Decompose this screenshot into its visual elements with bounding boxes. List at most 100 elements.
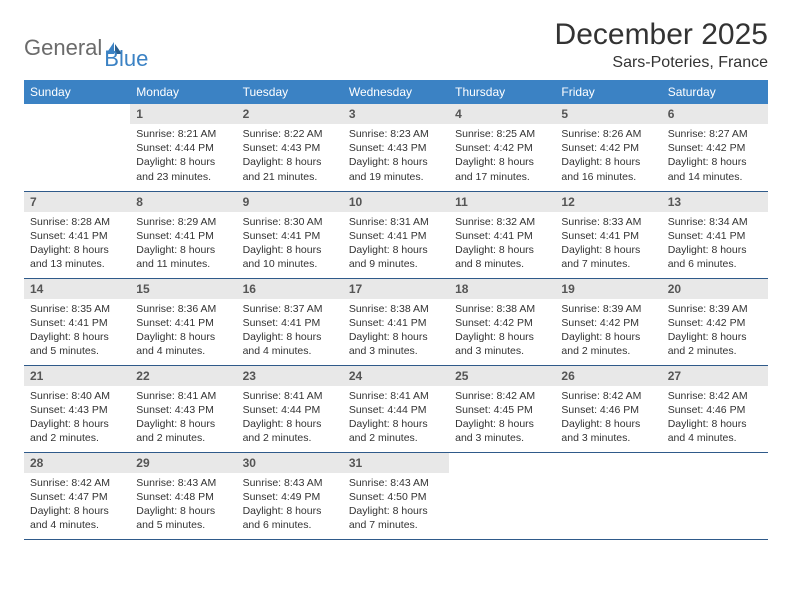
sunrise-text: Sunrise: 8:30 AM: [243, 215, 337, 229]
daylight-text: Daylight: 8 hours and 8 minutes.: [455, 243, 549, 271]
sunrise-text: Sunrise: 8:39 AM: [561, 302, 655, 316]
daylight-text: Daylight: 8 hours and 6 minutes.: [668, 243, 762, 271]
day-details: Sunrise: 8:23 AMSunset: 4:43 PMDaylight:…: [343, 124, 449, 188]
calendar-week-row: 28Sunrise: 8:42 AMSunset: 4:47 PMDayligh…: [24, 452, 768, 539]
day-details: Sunrise: 8:39 AMSunset: 4:42 PMDaylight:…: [662, 299, 768, 363]
daylight-text: Daylight: 8 hours and 19 minutes.: [349, 155, 443, 183]
sunrise-text: Sunrise: 8:22 AM: [243, 127, 337, 141]
sunset-text: Sunset: 4:41 PM: [243, 316, 337, 330]
weekday-header: Sunday: [24, 80, 130, 104]
day-number: 30: [237, 453, 343, 473]
day-details: Sunrise: 8:42 AMSunset: 4:46 PMDaylight:…: [662, 386, 768, 450]
sunset-text: Sunset: 4:43 PM: [30, 403, 124, 417]
calendar-day-cell: 13Sunrise: 8:34 AMSunset: 4:41 PMDayligh…: [662, 191, 768, 278]
calendar-day-cell: 4Sunrise: 8:25 AMSunset: 4:42 PMDaylight…: [449, 104, 555, 191]
calendar-day-cell: 6Sunrise: 8:27 AMSunset: 4:42 PMDaylight…: [662, 104, 768, 191]
sunrise-text: Sunrise: 8:36 AM: [136, 302, 230, 316]
calendar-day-cell: [449, 452, 555, 539]
day-number: 18: [449, 279, 555, 299]
daylight-text: Daylight: 8 hours and 2 minutes.: [243, 417, 337, 445]
day-number: 19: [555, 279, 661, 299]
sunset-text: Sunset: 4:41 PM: [668, 229, 762, 243]
daylight-text: Daylight: 8 hours and 7 minutes.: [349, 504, 443, 532]
calendar-day-cell: 9Sunrise: 8:30 AMSunset: 4:41 PMDaylight…: [237, 191, 343, 278]
calendar-week-row: 7Sunrise: 8:28 AMSunset: 4:41 PMDaylight…: [24, 191, 768, 278]
sunset-text: Sunset: 4:41 PM: [455, 229, 549, 243]
daylight-text: Daylight: 8 hours and 11 minutes.: [136, 243, 230, 271]
day-number: 21: [24, 366, 130, 386]
calendar-day-cell: 23Sunrise: 8:41 AMSunset: 4:44 PMDayligh…: [237, 365, 343, 452]
sunset-text: Sunset: 4:41 PM: [349, 229, 443, 243]
day-number: 5: [555, 104, 661, 124]
sunrise-text: Sunrise: 8:42 AM: [668, 389, 762, 403]
day-details: Sunrise: 8:33 AMSunset: 4:41 PMDaylight:…: [555, 212, 661, 276]
calendar-day-cell: 16Sunrise: 8:37 AMSunset: 4:41 PMDayligh…: [237, 278, 343, 365]
sunset-text: Sunset: 4:43 PM: [349, 141, 443, 155]
day-details: Sunrise: 8:27 AMSunset: 4:42 PMDaylight:…: [662, 124, 768, 188]
calendar-day-cell: 1Sunrise: 8:21 AMSunset: 4:44 PMDaylight…: [130, 104, 236, 191]
calendar-day-cell: 14Sunrise: 8:35 AMSunset: 4:41 PMDayligh…: [24, 278, 130, 365]
sunrise-text: Sunrise: 8:33 AM: [561, 215, 655, 229]
day-number: 3: [343, 104, 449, 124]
weekday-header: Saturday: [662, 80, 768, 104]
weekday-header: Friday: [555, 80, 661, 104]
day-details: Sunrise: 8:42 AMSunset: 4:46 PMDaylight:…: [555, 386, 661, 450]
calendar-day-cell: 18Sunrise: 8:38 AMSunset: 4:42 PMDayligh…: [449, 278, 555, 365]
calendar-day-cell: 10Sunrise: 8:31 AMSunset: 4:41 PMDayligh…: [343, 191, 449, 278]
daylight-text: Daylight: 8 hours and 16 minutes.: [561, 155, 655, 183]
sunrise-text: Sunrise: 8:31 AM: [349, 215, 443, 229]
sunset-text: Sunset: 4:49 PM: [243, 490, 337, 504]
sunset-text: Sunset: 4:42 PM: [455, 141, 549, 155]
calendar-day-cell: 26Sunrise: 8:42 AMSunset: 4:46 PMDayligh…: [555, 365, 661, 452]
daylight-text: Daylight: 8 hours and 5 minutes.: [30, 330, 124, 358]
sunset-text: Sunset: 4:45 PM: [455, 403, 549, 417]
day-details: Sunrise: 8:29 AMSunset: 4:41 PMDaylight:…: [130, 212, 236, 276]
sunrise-text: Sunrise: 8:42 AM: [455, 389, 549, 403]
sunrise-text: Sunrise: 8:38 AM: [349, 302, 443, 316]
calendar-day-cell: 7Sunrise: 8:28 AMSunset: 4:41 PMDaylight…: [24, 191, 130, 278]
sunset-text: Sunset: 4:43 PM: [136, 403, 230, 417]
calendar-day-cell: 15Sunrise: 8:36 AMSunset: 4:41 PMDayligh…: [130, 278, 236, 365]
calendar-day-cell: [555, 452, 661, 539]
daylight-text: Daylight: 8 hours and 4 minutes.: [136, 330, 230, 358]
weekday-header: Wednesday: [343, 80, 449, 104]
day-number: 23: [237, 366, 343, 386]
calendar-day-cell: 17Sunrise: 8:38 AMSunset: 4:41 PMDayligh…: [343, 278, 449, 365]
sunrise-text: Sunrise: 8:41 AM: [136, 389, 230, 403]
calendar-day-cell: 25Sunrise: 8:42 AMSunset: 4:45 PMDayligh…: [449, 365, 555, 452]
sunrise-text: Sunrise: 8:41 AM: [349, 389, 443, 403]
day-details: Sunrise: 8:22 AMSunset: 4:43 PMDaylight:…: [237, 124, 343, 188]
day-details: Sunrise: 8:42 AMSunset: 4:47 PMDaylight:…: [24, 473, 130, 537]
day-details: Sunrise: 8:28 AMSunset: 4:41 PMDaylight:…: [24, 212, 130, 276]
logo: General Blue: [24, 24, 148, 72]
day-details: Sunrise: 8:41 AMSunset: 4:44 PMDaylight:…: [237, 386, 343, 450]
sunset-text: Sunset: 4:41 PM: [349, 316, 443, 330]
month-title: December 2025: [555, 18, 768, 52]
sunset-text: Sunset: 4:42 PM: [561, 316, 655, 330]
day-number: 8: [130, 192, 236, 212]
weekday-header: Thursday: [449, 80, 555, 104]
calendar-week-row: 1Sunrise: 8:21 AMSunset: 4:44 PMDaylight…: [24, 104, 768, 191]
day-number: 12: [555, 192, 661, 212]
sunrise-text: Sunrise: 8:32 AM: [455, 215, 549, 229]
sunset-text: Sunset: 4:41 PM: [243, 229, 337, 243]
sunrise-text: Sunrise: 8:39 AM: [668, 302, 762, 316]
sunset-text: Sunset: 4:44 PM: [349, 403, 443, 417]
calendar-day-cell: 5Sunrise: 8:26 AMSunset: 4:42 PMDaylight…: [555, 104, 661, 191]
sunrise-text: Sunrise: 8:41 AM: [243, 389, 337, 403]
day-number: 15: [130, 279, 236, 299]
daylight-text: Daylight: 8 hours and 3 minutes.: [561, 417, 655, 445]
day-details: Sunrise: 8:36 AMSunset: 4:41 PMDaylight:…: [130, 299, 236, 363]
weekday-header: Tuesday: [237, 80, 343, 104]
calendar-day-cell: 20Sunrise: 8:39 AMSunset: 4:42 PMDayligh…: [662, 278, 768, 365]
daylight-text: Daylight: 8 hours and 5 minutes.: [136, 504, 230, 532]
day-details: Sunrise: 8:38 AMSunset: 4:41 PMDaylight:…: [343, 299, 449, 363]
sunset-text: Sunset: 4:47 PM: [30, 490, 124, 504]
calendar-day-cell: 28Sunrise: 8:42 AMSunset: 4:47 PMDayligh…: [24, 452, 130, 539]
calendar-day-cell: 21Sunrise: 8:40 AMSunset: 4:43 PMDayligh…: [24, 365, 130, 452]
calendar-day-cell: 31Sunrise: 8:43 AMSunset: 4:50 PMDayligh…: [343, 452, 449, 539]
day-details: Sunrise: 8:21 AMSunset: 4:44 PMDaylight:…: [130, 124, 236, 188]
sunset-text: Sunset: 4:46 PM: [561, 403, 655, 417]
day-number: 16: [237, 279, 343, 299]
day-details: Sunrise: 8:30 AMSunset: 4:41 PMDaylight:…: [237, 212, 343, 276]
